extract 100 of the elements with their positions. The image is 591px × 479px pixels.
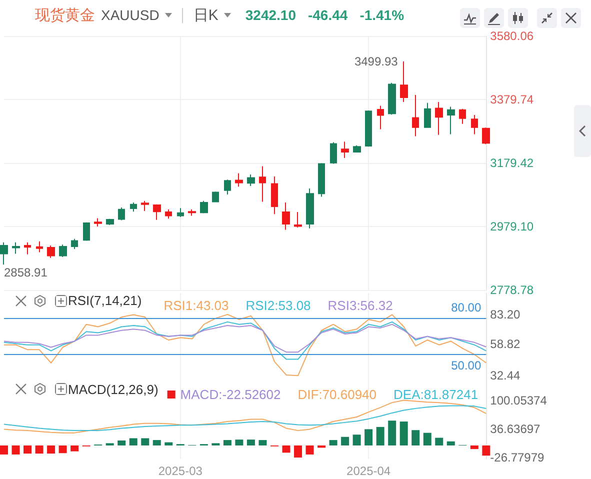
candlestick — [59, 244, 67, 258]
y-tick-label: 100.05374 — [490, 393, 548, 408]
bar — [470, 445, 478, 450]
bar — [129, 438, 138, 446]
series-label: RSI1:43.03 — [164, 298, 229, 313]
candlestick — [341, 141, 349, 159]
series-label: DEA:81.87241 — [394, 387, 478, 402]
y-tick-label: 2979.10 — [490, 220, 534, 234]
candlestick — [294, 211, 302, 228]
bar — [58, 445, 67, 454]
line-series — [4, 324, 487, 353]
candlestick — [24, 242, 31, 255]
bar — [118, 440, 126, 446]
candlestick — [424, 102, 431, 128]
candlestick — [447, 106, 455, 135]
candlestick — [12, 242, 20, 254]
candlestick — [271, 176, 278, 215]
legend-title: MACD(12,26,9) — [68, 382, 158, 397]
bar — [282, 445, 290, 453]
bar — [294, 445, 302, 458]
y-tick-label: 83.20 — [490, 307, 521, 322]
bar — [423, 432, 432, 446]
bar — [352, 434, 361, 446]
y-tick-label: 36.63697 — [490, 422, 541, 436]
legend-title: RSI(7,14,21) — [68, 293, 142, 308]
bar — [235, 440, 244, 446]
text: -46.44 — [308, 7, 348, 23]
bar — [70, 445, 79, 452]
line-series — [4, 314, 487, 376]
candlestick — [247, 174, 255, 186]
line-series — [4, 321, 487, 360]
candlestick — [377, 105, 384, 130]
ref-line-label: 80.00 — [451, 300, 482, 314]
candlestick — [130, 202, 137, 212]
candlestick — [282, 202, 290, 230]
bar — [482, 445, 490, 456]
bar — [47, 445, 56, 454]
candlestick — [224, 179, 231, 196]
candlestick — [365, 110, 372, 148]
candlestick — [153, 204, 161, 220]
series-label: DIF:70.60940 — [298, 387, 377, 402]
bar — [0, 445, 8, 454]
candlestick — [177, 208, 184, 218]
bar — [12, 445, 20, 454]
y-tick-label: 58.82 — [490, 336, 521, 351]
y-tick-label: 2778.78 — [490, 283, 534, 297]
candlestick — [235, 172, 243, 188]
line-series — [4, 405, 487, 432]
bar — [412, 430, 420, 446]
candlestick — [306, 188, 314, 229]
bar — [246, 440, 255, 446]
candlestick — [36, 240, 43, 253]
text: 日K — [193, 6, 218, 24]
candlestick — [200, 200, 208, 214]
x-tick-label: 2025-03 — [158, 464, 203, 478]
bar — [376, 426, 384, 446]
bar — [152, 440, 161, 446]
candlestick — [47, 245, 55, 258]
candlestick — [388, 82, 396, 116]
bar — [24, 445, 32, 454]
bar — [164, 442, 173, 446]
y-tick-label: 3379.74 — [490, 92, 534, 106]
candlestick — [330, 142, 337, 164]
y-tick-label: 3179.42 — [490, 156, 534, 170]
candlestick — [118, 207, 125, 221]
bar — [446, 441, 455, 446]
candlestick — [71, 238, 78, 250]
candlestick — [141, 200, 149, 212]
text: -1.41% — [360, 7, 404, 23]
y-tick-label: -26.77979 — [490, 450, 545, 465]
candlestick — [212, 191, 219, 202]
bar — [435, 438, 444, 446]
candlestick — [0, 242, 8, 266]
x-tick-label: 2025-04 — [346, 464, 391, 478]
ref-line-label: 50.00 — [451, 358, 482, 372]
candlestick — [435, 101, 443, 136]
bar — [329, 440, 338, 446]
bar — [364, 429, 373, 446]
series-label: RSI2:53.08 — [246, 298, 311, 313]
annotation: 3499.93 — [354, 54, 398, 68]
bar — [258, 440, 267, 446]
candlestick — [259, 166, 266, 202]
line-series — [4, 400, 487, 434]
bar — [400, 422, 408, 446]
bar — [341, 436, 350, 446]
chart-title: 现货黄金 — [35, 6, 95, 24]
candlestick — [400, 60, 408, 102]
candlestick — [353, 144, 361, 153]
bar — [388, 420, 396, 446]
candlestick — [83, 222, 90, 242]
annotation: 2858.91 — [4, 266, 48, 280]
legend-label: MACD:-22.52602 — [180, 387, 281, 402]
candlestick — [188, 208, 196, 216]
series-label: RSI3:56.32 — [328, 298, 393, 313]
text: 3242.10 — [245, 7, 296, 23]
y-tick-label: 3580.06 — [490, 29, 534, 43]
candlestick — [106, 218, 114, 226]
bar — [141, 438, 150, 446]
bar — [35, 445, 44, 454]
candlestick — [318, 162, 325, 198]
